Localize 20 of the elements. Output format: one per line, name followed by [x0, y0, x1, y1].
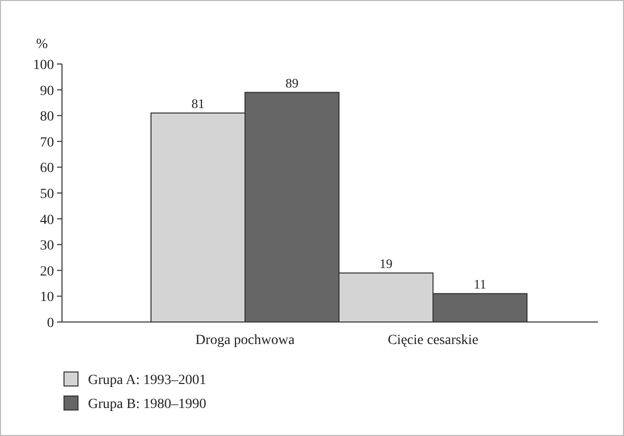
y-tick-label: 50 — [40, 187, 54, 202]
data-label: 89 — [286, 75, 298, 90]
y-tick-label: 30 — [40, 238, 54, 254]
y-tick-label: 100 — [33, 58, 54, 73]
legend-label: Grupa B: 1980–1990 — [88, 397, 206, 412]
y-tick-label: 80 — [40, 110, 54, 125]
y-tick-label: 90 — [40, 84, 54, 99]
x-tick-label: Droga pochwowa — [195, 333, 296, 348]
y-tick-label: 40 — [40, 212, 54, 228]
legend-label: Grupa A: 1993–2001 — [88, 373, 206, 388]
data-label: 11 — [474, 276, 486, 292]
y-tick-label: 20 — [40, 264, 54, 280]
y-axis-title: % — [36, 37, 48, 52]
data-label: 81 — [192, 96, 204, 112]
y-tick-label: 0 — [47, 316, 54, 331]
x-tick-label: Cięcie cesarskie — [388, 333, 478, 348]
data-label: 19 — [380, 256, 392, 271]
y-tick-label: 10 — [40, 290, 54, 306]
y-tick-label: 70 — [40, 135, 54, 150]
y-tick-label: 60 — [40, 161, 54, 176]
